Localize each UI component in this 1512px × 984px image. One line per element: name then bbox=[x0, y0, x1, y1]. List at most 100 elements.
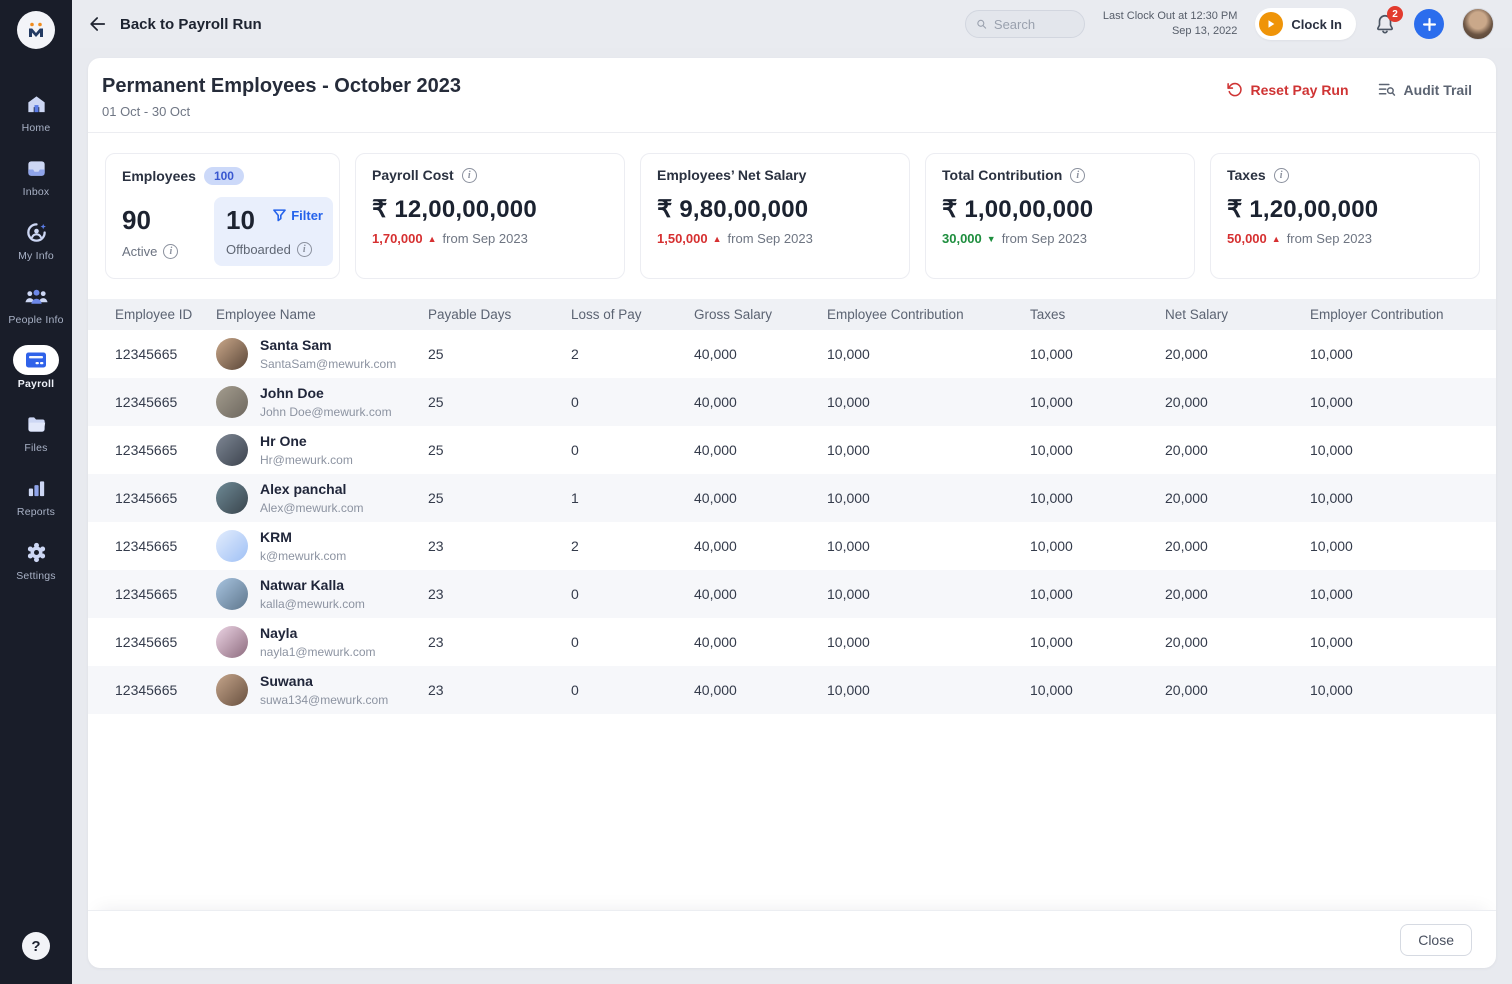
close-button[interactable]: Close bbox=[1400, 923, 1472, 956]
sidebar-item-people-info[interactable]: People Info bbox=[0, 281, 72, 345]
table-row[interactable]: 12345665 Nayla nayla1@mewurk.com 23 0 40… bbox=[88, 618, 1496, 666]
reset-pay-run-button[interactable]: Reset Pay Run bbox=[1226, 81, 1349, 98]
table-row[interactable]: 12345665 Natwar Kalla kalla@mewurk.com 2… bbox=[88, 570, 1496, 618]
employer-contribution-cell: 10,000 bbox=[1310, 346, 1353, 362]
sidebar-item-home[interactable]: Home bbox=[0, 89, 72, 153]
table-row[interactable]: 12345665 Santa Sam SantaSam@mewurk.com 2… bbox=[88, 330, 1496, 378]
search-icon bbox=[977, 19, 987, 29]
employee-email: John Doe@mewurk.com bbox=[260, 404, 392, 419]
employee-email: Alex@mewurk.com bbox=[260, 500, 364, 515]
search-input[interactable] bbox=[993, 16, 1074, 32]
info-icon: i bbox=[296, 242, 312, 257]
delta-value: 1,50,000 bbox=[657, 231, 708, 246]
sidebar-item-files[interactable]: Files bbox=[0, 409, 72, 473]
metric-title: Payroll Cost bbox=[372, 167, 454, 183]
employee-contribution-cell: 10,000 bbox=[827, 538, 870, 554]
employee-avatar bbox=[216, 673, 248, 706]
employee-name-cell: Suwana suwa134@mewurk.com bbox=[216, 673, 428, 707]
notifications-button[interactable]: 2 bbox=[1374, 6, 1403, 35]
employee-id-cell: 12345665 bbox=[115, 346, 178, 362]
employee-name-cell: Alex panchal Alex@mewurk.com bbox=[216, 481, 428, 515]
table-row[interactable]: 12345665 Hr One Hr@mewurk.com 25 0 40,00… bbox=[88, 426, 1496, 474]
employee-name-cell: John Doe John Doe@mewurk.com bbox=[216, 385, 428, 419]
payable-days-cell: 23 bbox=[428, 586, 444, 602]
employee-avatar bbox=[216, 625, 248, 658]
audit-trail-button[interactable]: Audit Trail bbox=[1377, 81, 1472, 98]
employee-email: kalla@mewurk.com bbox=[260, 596, 365, 611]
payrun-panel: Permanent Employees - October 2023 01 Oc… bbox=[88, 58, 1496, 968]
net-salary-cell: 20,000 bbox=[1165, 538, 1208, 554]
table-row[interactable]: 12345665 Suwana suwa134@mewurk.com 23 0 … bbox=[88, 666, 1496, 714]
gross-salary-cell: 40,000 bbox=[694, 346, 737, 362]
net-salary-cell: 20,000 bbox=[1165, 394, 1208, 410]
employee-contribution-cell: 10,000 bbox=[827, 682, 870, 698]
payable-days-cell: 25 bbox=[428, 442, 444, 458]
employees-table: Employee ID Employee Name Payable Days L… bbox=[88, 299, 1496, 714]
taxes-cell: 10,000 bbox=[1030, 442, 1073, 458]
table-row[interactable]: 12345665 John Doe John Doe@mewurk.com 25… bbox=[88, 378, 1496, 426]
active-count: 90 bbox=[122, 204, 151, 235]
gross-salary-cell: 40,000 bbox=[694, 634, 737, 650]
sidebar-item-settings[interactable]: Settings bbox=[0, 537, 72, 601]
employee-contribution-cell: 10,000 bbox=[827, 346, 870, 362]
net-salary-cell: 20,000 bbox=[1165, 634, 1208, 650]
compare-label: from Sep 2023 bbox=[442, 231, 528, 246]
taxes-card: Taxes i ₹ 1,20,00,000 50,000 ▲ from Sep … bbox=[1210, 153, 1480, 279]
delta-arrow: ▲ bbox=[1271, 233, 1281, 244]
table-row[interactable]: 12345665 Alex panchal Alex@mewurk.com 25… bbox=[88, 474, 1496, 522]
user-avatar[interactable] bbox=[1462, 8, 1494, 40]
play-icon bbox=[1259, 12, 1284, 36]
sidebar-item-inbox[interactable]: Inbox bbox=[0, 153, 72, 217]
sidebar: Home Inbox My Info People Info bbox=[0, 0, 72, 984]
employee-contribution-cell: 10,000 bbox=[827, 586, 870, 602]
taxes-cell: 10,000 bbox=[1030, 490, 1073, 506]
col-payable-days: Payable Days bbox=[428, 307, 512, 322]
metric-value: ₹ 9,80,00,000 bbox=[657, 196, 809, 223]
inbox-icon bbox=[25, 153, 48, 183]
reports-icon bbox=[25, 473, 48, 503]
employee-id-cell: 12345665 bbox=[115, 586, 178, 602]
employee-name-cell: KRM k@mewurk.com bbox=[216, 529, 428, 563]
payable-days-cell: 25 bbox=[428, 490, 444, 506]
sidebar-item-payroll[interactable]: Payroll bbox=[0, 345, 72, 409]
col-employee-name: Employee Name bbox=[216, 307, 316, 322]
employee-avatar bbox=[216, 577, 248, 610]
payroll-card-icon bbox=[26, 352, 46, 368]
net-salary-cell: 20,000 bbox=[1165, 490, 1208, 506]
employee-id-cell: 12345665 bbox=[115, 394, 178, 410]
help-button[interactable]: ? bbox=[22, 932, 50, 960]
loss-of-pay-cell: 2 bbox=[571, 346, 579, 362]
employer-contribution-cell: 10,000 bbox=[1310, 538, 1353, 554]
metric-value: ₹ 1,00,00,000 bbox=[942, 196, 1094, 223]
back-arrow-icon bbox=[90, 17, 106, 31]
employee-id-cell: 12345665 bbox=[115, 634, 178, 650]
audit-trail-icon bbox=[1378, 83, 1395, 96]
clock-in-button[interactable]: Clock In bbox=[1255, 8, 1356, 40]
sidebar-nav: Home Inbox My Info People Info bbox=[0, 89, 72, 601]
offboarded-box: 10 Filter Offboarded i bbox=[214, 197, 333, 266]
col-net-salary: Net Salary bbox=[1165, 307, 1229, 322]
employee-avatar bbox=[216, 481, 248, 514]
delta-arrow: ▲ bbox=[712, 233, 722, 244]
add-button[interactable] bbox=[1414, 9, 1444, 39]
employee-name: KRM bbox=[260, 529, 292, 546]
sidebar-item-reports[interactable]: Reports bbox=[0, 473, 72, 537]
sidebar-item-label: Home bbox=[21, 122, 51, 134]
metric-title: Employees’ Net Salary bbox=[657, 167, 807, 183]
compare-label: from Sep 2023 bbox=[1286, 231, 1372, 246]
search-box[interactable] bbox=[964, 10, 1085, 38]
page-title: Permanent Employees - October 2023 bbox=[102, 75, 462, 97]
offboarded-count: 10 bbox=[226, 205, 255, 235]
app-logo[interactable] bbox=[17, 11, 55, 49]
net-salary-card: Employees’ Net Salary i ₹ 9,80,00,000 1,… bbox=[640, 153, 910, 279]
back-button[interactable]: Back to Payroll Run bbox=[88, 14, 262, 34]
sidebar-item-my-info[interactable]: My Info bbox=[0, 217, 72, 281]
employee-avatar bbox=[216, 385, 248, 418]
info-icon: i bbox=[163, 243, 179, 259]
employee-name: Hr One bbox=[260, 433, 307, 450]
net-salary-cell: 20,000 bbox=[1165, 682, 1208, 698]
employee-avatar bbox=[216, 529, 248, 562]
col-employee-id: Employee ID bbox=[115, 307, 193, 322]
table-row[interactable]: 12345665 KRM k@mewurk.com 23 2 40,000 10… bbox=[88, 522, 1496, 570]
filter-button[interactable]: Filter bbox=[273, 208, 323, 223]
